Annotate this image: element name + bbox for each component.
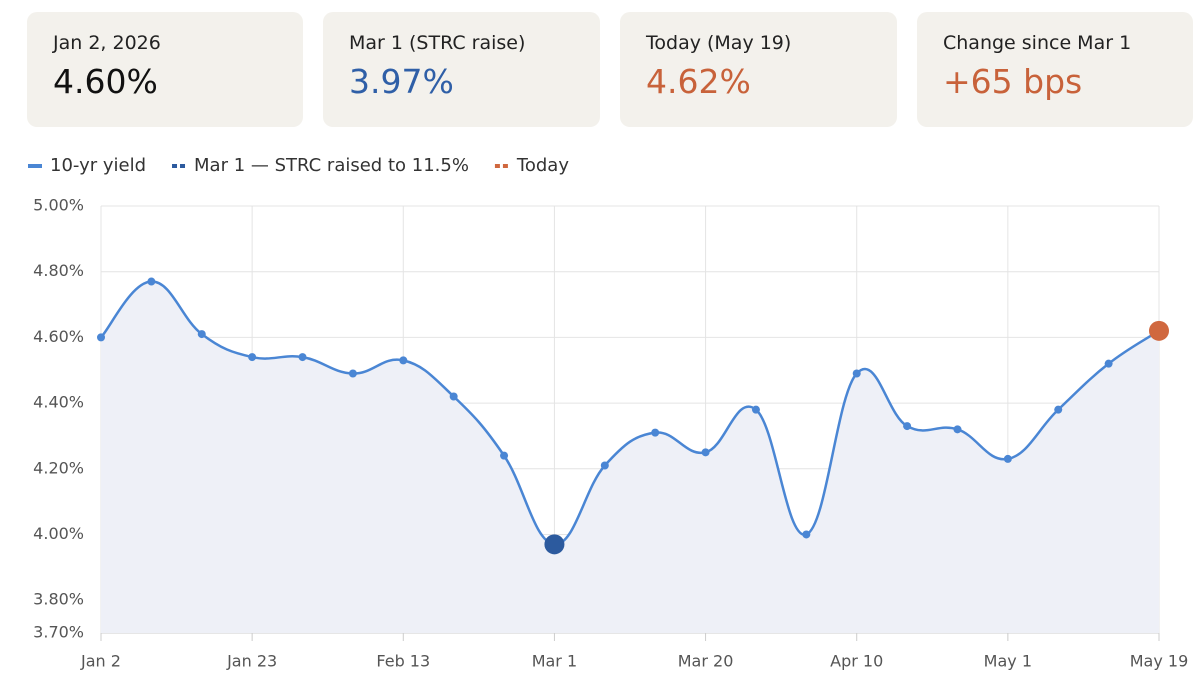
x-tick-label: Jan 23 [226, 652, 277, 671]
point [1104, 359, 1113, 368]
point [500, 451, 509, 460]
stat-value: 3.97% [349, 62, 454, 101]
highlight-point [544, 534, 565, 555]
y-tick-label: 4.00% [33, 524, 84, 543]
point [248, 353, 257, 362]
point [600, 461, 609, 470]
stat-card: Mar 1 (STRC raise) 3.97% [323, 12, 600, 127]
x-tick-label: Mar 20 [678, 652, 734, 671]
stat-label: Jan 2, 2026 [53, 32, 161, 54]
legend-label: 10-yr yield [50, 155, 146, 176]
x-tick-label: Feb 13 [376, 652, 430, 671]
point [399, 356, 408, 365]
point [147, 277, 156, 286]
x-tick-label: Apr 10 [830, 652, 883, 671]
x-tick-label: May 1 [984, 652, 1032, 671]
point [953, 425, 962, 434]
stat-label: Change since Mar 1 [943, 32, 1132, 54]
area [101, 281, 1159, 633]
stat-value: 4.60% [53, 62, 158, 101]
point [802, 530, 811, 539]
point [903, 422, 912, 431]
stat-value: 4.62% [646, 62, 751, 101]
point [97, 333, 105, 342]
point [852, 369, 861, 378]
x-tick-label: Jan 2 [80, 652, 121, 671]
legend-label: Today [516, 155, 569, 176]
point [751, 405, 760, 414]
legend-label: Mar 1 — STRC raised to 11.5% [194, 155, 469, 176]
point [298, 353, 307, 362]
highlight-point [1149, 320, 1169, 341]
stat-card: Today (May 19) 4.62% [620, 12, 897, 127]
stat-label: Mar 1 (STRC raise) [349, 32, 526, 54]
y-tick-label: 3.70% [33, 623, 84, 642]
point [449, 392, 458, 401]
y-tick-label: 4.60% [33, 327, 84, 346]
point [1054, 405, 1063, 414]
stat-card: Change since Mar 1 +65 bps [917, 12, 1193, 127]
y-tick-label: 4.20% [33, 458, 84, 477]
stat-value: +65 bps [943, 62, 1083, 101]
x-tick-label: Mar 1 [532, 652, 577, 671]
point [651, 428, 660, 437]
point [197, 330, 206, 339]
y-tick-label: 4.80% [33, 261, 84, 280]
point [348, 369, 357, 378]
stat-card: Jan 2, 2026 4.60% [27, 12, 303, 127]
y-tick-label: 4.40% [33, 393, 84, 412]
stat-label: Today (May 19) [646, 32, 792, 54]
point [1003, 454, 1012, 463]
y-tick-label: 5.00% [33, 196, 84, 215]
y-tick-label: 3.80% [33, 590, 84, 609]
point [701, 448, 710, 457]
x-tick-label: May 19 [1130, 652, 1189, 671]
